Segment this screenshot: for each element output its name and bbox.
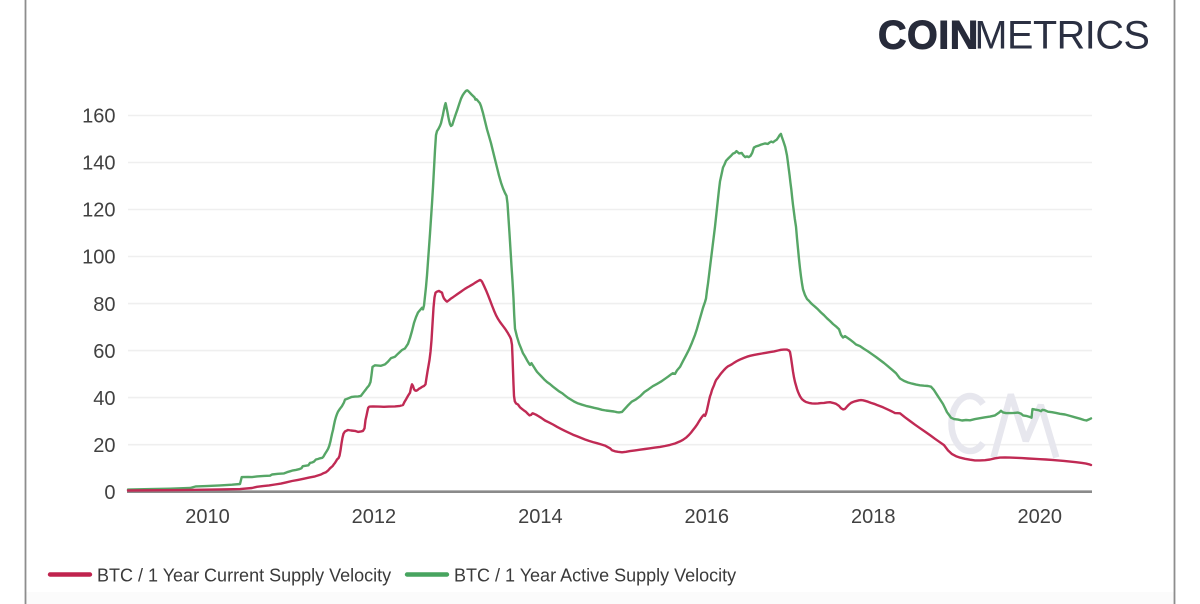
svg-text:100: 100 bbox=[82, 247, 115, 269]
svg-text:140: 140 bbox=[82, 153, 115, 175]
svg-text:0: 0 bbox=[104, 482, 115, 504]
svg-text:160: 160 bbox=[82, 106, 115, 128]
svg-text:2018: 2018 bbox=[851, 506, 896, 528]
svg-text:2016: 2016 bbox=[685, 506, 730, 528]
svg-text:COIN: COIN bbox=[878, 14, 979, 58]
svg-text:2012: 2012 bbox=[352, 506, 397, 528]
svg-text:40: 40 bbox=[93, 388, 115, 410]
svg-text:2010: 2010 bbox=[185, 506, 230, 528]
svg-text:20: 20 bbox=[93, 435, 115, 457]
svg-text:80: 80 bbox=[93, 294, 115, 316]
svg-text:2020: 2020 bbox=[1018, 506, 1063, 528]
svg-text:METRICS: METRICS bbox=[975, 14, 1150, 58]
svg-text:BTC / 1 Year Active Supply Vel: BTC / 1 Year Active Supply Velocity bbox=[454, 566, 736, 586]
svg-text:2014: 2014 bbox=[518, 506, 563, 528]
svg-text:120: 120 bbox=[82, 200, 115, 222]
svg-text:60: 60 bbox=[93, 341, 115, 363]
svg-text:BTC / 1 Year Current Supply Ve: BTC / 1 Year Current Supply Velocity bbox=[97, 566, 391, 586]
